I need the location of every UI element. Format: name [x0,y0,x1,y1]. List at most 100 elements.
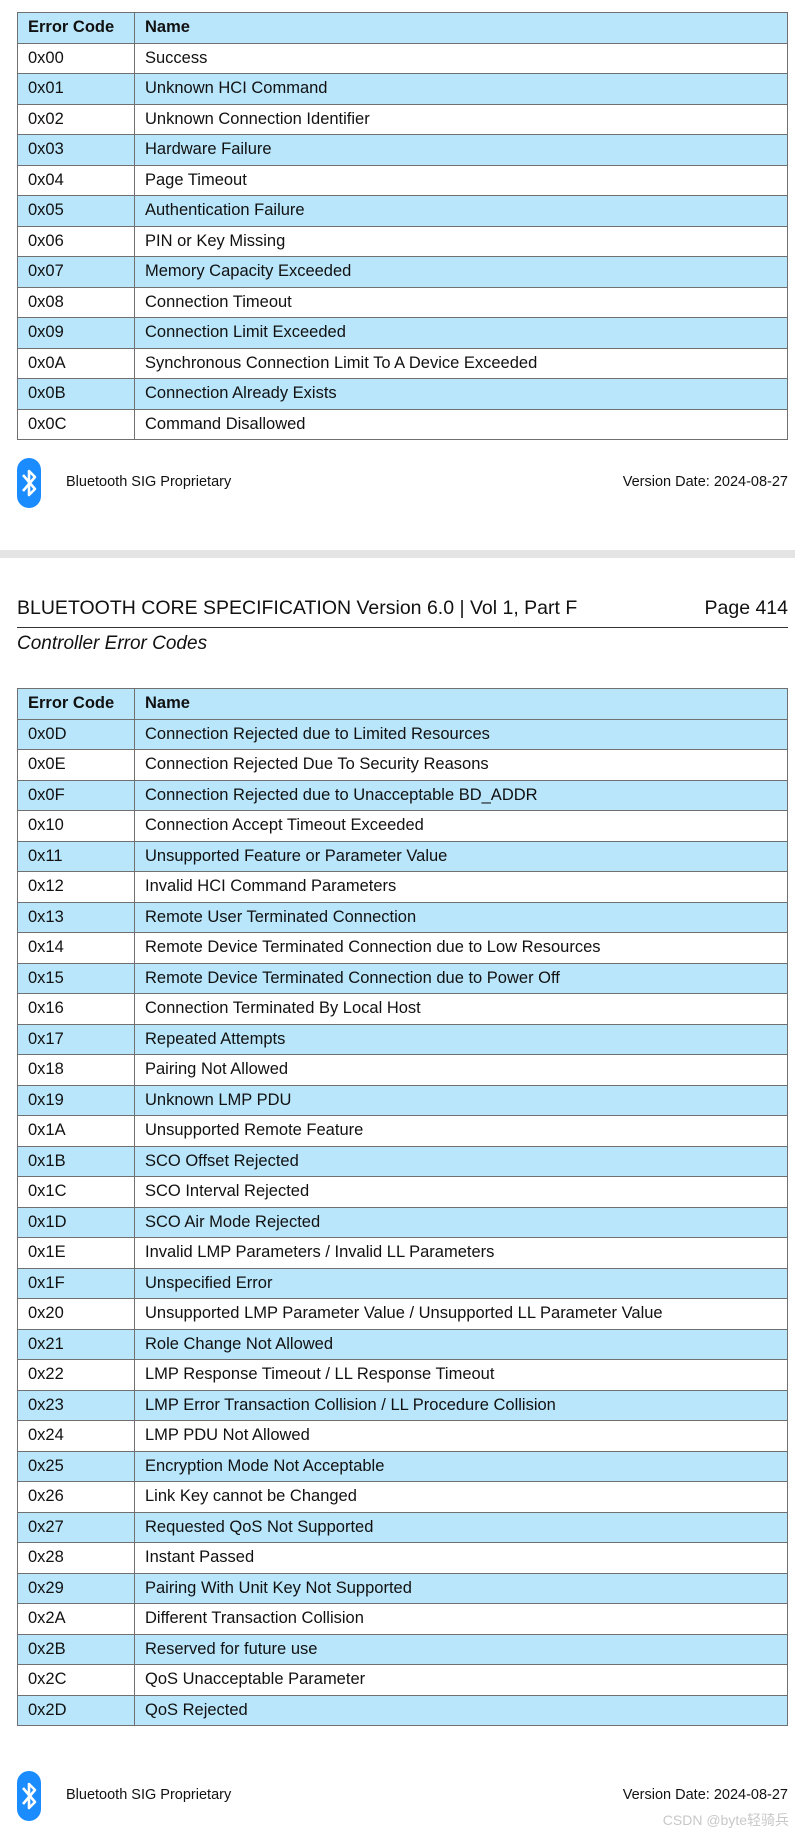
cell-code: 0x26 [17,1481,135,1513]
cell-code: 0x25 [17,1450,135,1482]
page-header: BLUETOOTH CORE SPECIFICATION Version 6.0… [17,597,788,620]
cell-name: Invalid LMP Parameters / Invalid LL Para… [134,1237,788,1269]
cell-name: SCO Air Mode Rejected [134,1206,788,1238]
table-row: 0x13 Remote User Terminated Connection [17,901,788,933]
cell-code: 0x1E [17,1237,135,1269]
cell-name: Pairing With Unit Key Not Supported [134,1572,788,1604]
cell-code: 0x04 [17,164,135,196]
cell-code: 0x2C [17,1664,135,1696]
cell-name: SCO Interval Rejected [134,1176,788,1208]
cell-name: Link Key cannot be Changed [134,1481,788,1513]
cell-name: QoS Rejected [134,1694,788,1726]
cell-name: SCO Offset Rejected [134,1145,788,1177]
table-row: 0x0E Connection Rejected Due To Security … [17,749,788,781]
cell-name: Repeated Attempts [134,1023,788,1055]
cell-name: Role Change Not Allowed [134,1328,788,1360]
cell-code: 0x2B [17,1633,135,1665]
cell-code: 0x10 [17,810,135,842]
table-row: 0x1A Unsupported Remote Feature [17,1115,788,1147]
table-row: 0x03 Hardware Failure [17,134,788,166]
cell-code: 0x29 [17,1572,135,1604]
cell-name: Connection Already Exists [134,378,788,410]
table-row: 0x10 Connection Accept Timeout Exceeded [17,810,788,842]
table-row: 0x1C SCO Interval Rejected [17,1176,788,1208]
cell-name: Connection Limit Exceeded [134,317,788,349]
cell-code: 0x15 [17,962,135,994]
cell-code: 0x27 [17,1511,135,1543]
table-row: 0x07 Memory Capacity Exceeded [17,256,788,288]
table-row: 0x0A Synchronous Connection Limit To A De… [17,347,788,379]
cell-code: 0x0F [17,779,135,811]
table-row: 0x2B Reserved for future use [17,1633,788,1665]
header-name: Name [134,12,788,44]
cell-code: 0x18 [17,1054,135,1086]
table-row: 0x22 LMP Response Timeout / LL Response T… [17,1359,788,1391]
cell-name: LMP Error Transaction Collision / LL Pro… [134,1389,788,1421]
table-row: 0x05 Authentication Failure [17,195,788,227]
cell-name: Connection Timeout [134,286,788,318]
cell-name: Unsupported Feature or Parameter Value [134,840,788,872]
cell-code: 0x24 [17,1420,135,1452]
table-row: 0x29 Pairing With Unit Key Not Supported [17,1572,788,1604]
page-footer: Bluetooth SIG Proprietary Version Date: … [17,458,788,510]
error-code-table-1: Error Code Name 0x00 Success 0x01 Unknown H… [17,12,788,440]
cell-code: 0x11 [17,840,135,872]
table-row: 0x0C Command Disallowed [17,408,788,440]
cell-code: 0x05 [17,195,135,227]
table-row: 0x2D QoS Rejected [17,1694,788,1726]
header-rule [17,627,788,628]
cell-code: 0x1C [17,1176,135,1208]
cell-code: 0x00 [17,42,135,74]
cell-name: Unsupported Remote Feature [134,1115,788,1147]
cell-code: 0x21 [17,1328,135,1360]
bluetooth-logo-icon [17,1771,41,1821]
footer-version-date: Version Date: 2024-08-27 [622,474,788,490]
cell-code: 0x09 [17,317,135,349]
cell-name: Page Timeout [134,164,788,196]
table-row: 0x11 Unsupported Feature or Parameter Val… [17,840,788,872]
cell-name: Requested QoS Not Supported [134,1511,788,1543]
table-row: 0x2A Different Transaction Collision [17,1603,788,1635]
cell-code: 0x0D [17,718,135,750]
cell-code: 0x28 [17,1542,135,1574]
cell-code: 0x16 [17,993,135,1025]
cell-name: Hardware Failure [134,134,788,166]
header-name: Name [134,688,788,720]
cell-code: 0x1A [17,1115,135,1147]
cell-name: Different Transaction Collision [134,1603,788,1635]
cell-code: 0x14 [17,932,135,964]
footer-proprietary: Bluetooth SIG Proprietary [66,474,232,490]
cell-code: 0x12 [17,871,135,903]
table-row: 0x26 Link Key cannot be Changed [17,1481,788,1513]
cell-name: Success [134,42,788,74]
table-row: 0x21 Role Change Not Allowed [17,1328,788,1360]
cell-name: Synchronous Connection Limit To A Device… [134,347,788,379]
header-error-code: Error Code [17,688,135,720]
table-row: 0x16 Connection Terminated By Local Host [17,993,788,1025]
table-row: 0x06 PIN or Key Missing [17,225,788,257]
section-subtitle: Controller Error Codes [17,633,208,654]
table-row: 0x25 Encryption Mode Not Acceptable [17,1450,788,1482]
watermark: CSDN @byte轻骑兵 [662,1812,789,1828]
table-row: 0x23 LMP Error Transaction Collision / LL… [17,1389,788,1421]
cell-name: LMP Response Timeout / LL Response Timeo… [134,1359,788,1391]
cell-name: Pairing Not Allowed [134,1054,788,1086]
table-row: 0x28 Instant Passed [17,1542,788,1574]
table-row: 0x08 Connection Timeout [17,286,788,318]
cell-code: 0x17 [17,1023,135,1055]
table-row: 0x0F Connection Rejected due to Unaccepta… [17,779,788,811]
table-row: 0x24 LMP PDU Not Allowed [17,1420,788,1452]
cell-name: Unsupported LMP Parameter Value / Unsupp… [134,1298,788,1330]
cell-name: Unspecified Error [134,1267,788,1299]
table-row: 0x20 Unsupported LMP Parameter Value / Un… [17,1298,788,1330]
cell-name: Unknown HCI Command [134,73,788,105]
cell-name: QoS Unacceptable Parameter [134,1664,788,1696]
cell-code: 0x0B [17,378,135,410]
spec-title: BLUETOOTH CORE SPECIFICATION Version 6.0… [17,597,578,619]
table-row: 0x18 Pairing Not Allowed [17,1054,788,1086]
cell-code: 0x1D [17,1206,135,1238]
cell-code: 0x0E [17,749,135,781]
cell-code: 0x06 [17,225,135,257]
cell-code: 0x0A [17,347,135,379]
table-row: 0x27 Requested QoS Not Supported [17,1511,788,1543]
